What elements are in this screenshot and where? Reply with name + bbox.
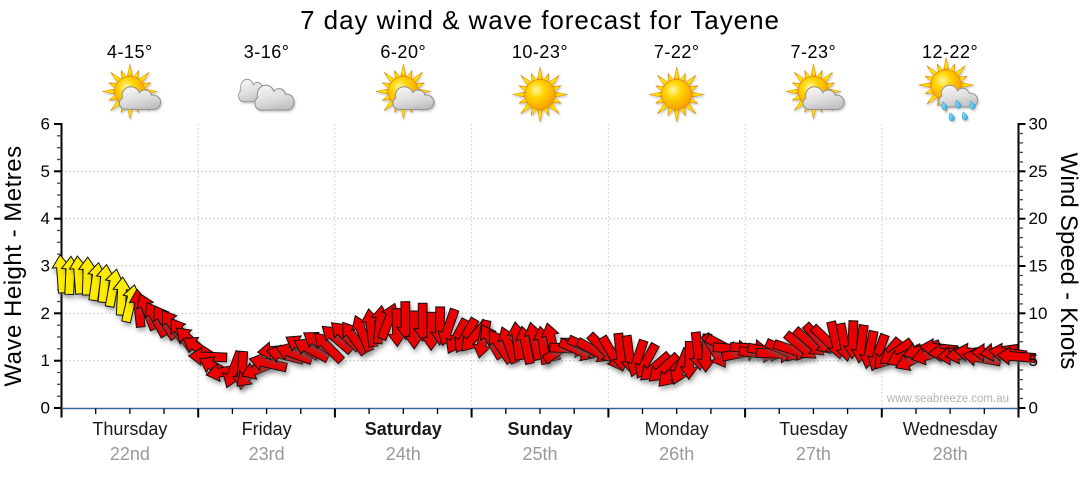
svg-text:25: 25 [1029,162,1048,181]
svg-text:Wind Speed - Knots: Wind Speed - Knots [1055,152,1080,369]
svg-text:3-16°: 3-16° [244,42,290,62]
svg-text:Sunday: Sunday [507,419,572,439]
svg-text:2: 2 [41,304,50,323]
svg-text:5: 5 [1029,351,1038,370]
svg-text:23rd: 23rd [249,444,285,464]
svg-text:1: 1 [41,351,50,370]
svg-text:7-23°: 7-23° [791,42,837,62]
svg-text:Wednesday: Wednesday [903,419,998,439]
svg-text:10: 10 [1029,304,1048,323]
svg-text:7-22°: 7-22° [654,42,700,62]
svg-text:7 day wind & wave forecast for: 7 day wind & wave forecast for Tayene [300,5,780,35]
svg-text:30: 30 [1029,115,1048,134]
svg-text:Thursday: Thursday [92,419,167,439]
svg-text:Monday: Monday [645,419,709,439]
svg-text:4: 4 [41,209,50,228]
svg-text:20: 20 [1029,209,1048,228]
svg-text:Friday: Friday [242,419,292,439]
svg-text:Wave Height - Metres: Wave Height - Metres [0,145,27,386]
svg-text:www.seabreeze.com.au: www.seabreeze.com.au [886,393,1009,405]
svg-text:25th: 25th [522,444,557,464]
svg-text:10-23°: 10-23° [512,42,568,62]
svg-text:Saturday: Saturday [365,419,442,439]
svg-text:15: 15 [1029,257,1048,276]
svg-text:3: 3 [41,257,50,276]
svg-text:4-15°: 4-15° [107,42,153,62]
svg-text:0: 0 [41,399,50,418]
svg-text:Tuesday: Tuesday [779,419,847,439]
svg-text:5: 5 [41,162,50,181]
svg-text:27th: 27th [796,444,831,464]
svg-text:12-22°: 12-22° [922,42,978,62]
svg-text:6-20°: 6-20° [380,42,426,62]
svg-text:26th: 26th [659,444,694,464]
svg-text:28th: 28th [933,444,968,464]
svg-text:6: 6 [41,115,50,134]
svg-text:0: 0 [1029,399,1038,418]
svg-text:24th: 24th [386,444,421,464]
svg-text:22nd: 22nd [110,444,150,464]
